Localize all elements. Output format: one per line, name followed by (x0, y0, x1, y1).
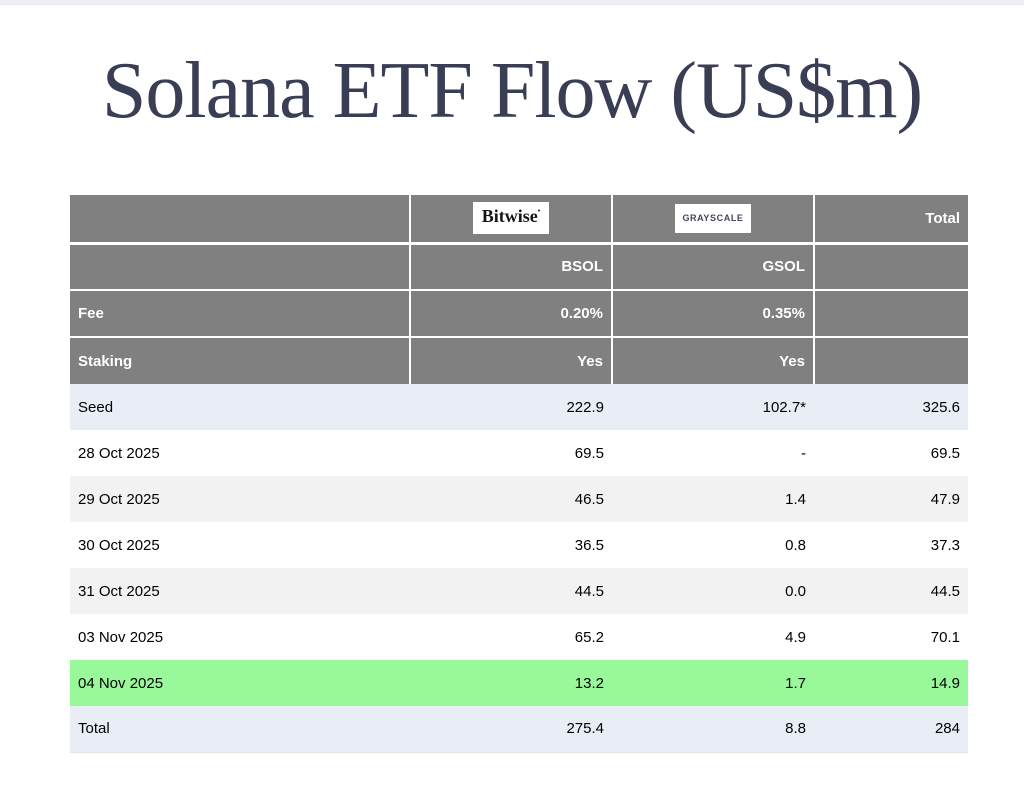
row-gsol-value: - (612, 430, 814, 476)
empty-header-cell (814, 290, 968, 338)
row-bsol-value: 275.4 (410, 706, 612, 752)
gsol-ticker: GSOL (612, 243, 815, 291)
ticker-row: BSOL GSOL (70, 243, 968, 291)
provider-logo-row: Bitwise• GRAYSCALE Total (70, 195, 968, 245)
table-row: 31 Oct 2025 44.5 0.0 44.5 (70, 568, 968, 614)
page-title: Solana ETF Flow (US$m) (101, 47, 923, 135)
grayscale-logo-cell: GRAYSCALE (612, 195, 815, 245)
bsol-ticker: BSOL (410, 243, 613, 291)
row-bsol-value: 13.2 (410, 660, 612, 706)
grayscale-logo: GRAYSCALE (675, 203, 751, 233)
row-gsol-value: 102.7* (612, 384, 814, 430)
browser-chrome-strip (0, 0, 1024, 5)
table-row: Total 275.4 8.8 284 (70, 706, 968, 752)
gsol-staking: Yes (612, 337, 815, 384)
row-bsol-value: 44.5 (410, 568, 612, 614)
row-total-value: 325.6 (814, 384, 968, 430)
table-row: 28 Oct 2025 69.5 - 69.5 (70, 430, 968, 476)
row-gsol-value: 1.4 (612, 476, 814, 522)
bsol-staking: Yes (410, 337, 613, 384)
row-total-value: 44.5 (814, 568, 968, 614)
row-label: Total (70, 706, 410, 752)
bitwise-logo: Bitwise• (472, 202, 550, 235)
table-body: Seed 222.9 102.7* 325.6 28 Oct 2025 69.5… (70, 384, 968, 752)
row-label: 04 Nov 2025 (70, 660, 410, 706)
fee-label: Fee (70, 290, 411, 338)
row-total-value: 284 (814, 706, 968, 752)
row-gsol-value: 4.9 (612, 614, 814, 660)
row-gsol-value: 1.7 (612, 660, 814, 706)
row-total-value: 70.1 (814, 614, 968, 660)
row-total-value: 14.9 (814, 660, 968, 706)
empty-header-cell (814, 243, 968, 291)
empty-header-cell (70, 195, 411, 245)
row-label: 31 Oct 2025 (70, 568, 410, 614)
total-column-header: Total (814, 195, 968, 245)
table-row: Seed 222.9 102.7* 325.6 (70, 384, 968, 430)
row-bsol-value: 36.5 (410, 522, 612, 568)
row-label: 29 Oct 2025 (70, 476, 410, 522)
row-label: 30 Oct 2025 (70, 522, 410, 568)
empty-header-cell (70, 243, 411, 291)
bsol-fee: 0.20% (410, 290, 613, 338)
row-label: Seed (70, 384, 410, 430)
row-bsol-value: 46.5 (410, 476, 612, 522)
row-label: 03 Nov 2025 (70, 614, 410, 660)
table-row: 04 Nov 2025 13.2 1.7 14.9 (70, 660, 968, 706)
row-gsol-value: 0.8 (612, 522, 814, 568)
table-header: Bitwise• GRAYSCALE Total BSOL GSOL Fee 0… (70, 195, 968, 384)
bitwise-trademark-mark: • (537, 207, 541, 216)
row-bsol-value: 65.2 (410, 614, 612, 660)
etf-flow-table: Bitwise• GRAYSCALE Total BSOL GSOL Fee 0… (70, 195, 968, 753)
staking-label: Staking (70, 337, 411, 384)
row-bsol-value: 69.5 (410, 430, 612, 476)
row-total-value: 37.3 (814, 522, 968, 568)
etf-flow-table-container: Bitwise• GRAYSCALE Total BSOL GSOL Fee 0… (70, 195, 1024, 753)
row-total-value: 69.5 (814, 430, 968, 476)
row-bsol-value: 222.9 (410, 384, 612, 430)
bitwise-logo-cell: Bitwise• (410, 195, 613, 245)
table-row: 30 Oct 2025 36.5 0.8 37.3 (70, 522, 968, 568)
table-row: 29 Oct 2025 46.5 1.4 47.9 (70, 476, 968, 522)
empty-header-cell (814, 337, 968, 384)
table-row: 03 Nov 2025 65.2 4.9 70.1 (70, 614, 968, 660)
staking-row: Staking Yes Yes (70, 337, 968, 384)
fee-row: Fee 0.20% 0.35% (70, 290, 968, 338)
row-gsol-value: 0.0 (612, 568, 814, 614)
gsol-fee: 0.35% (612, 290, 815, 338)
row-total-value: 47.9 (814, 476, 968, 522)
row-gsol-value: 8.8 (612, 706, 814, 752)
row-label: 28 Oct 2025 (70, 430, 410, 476)
